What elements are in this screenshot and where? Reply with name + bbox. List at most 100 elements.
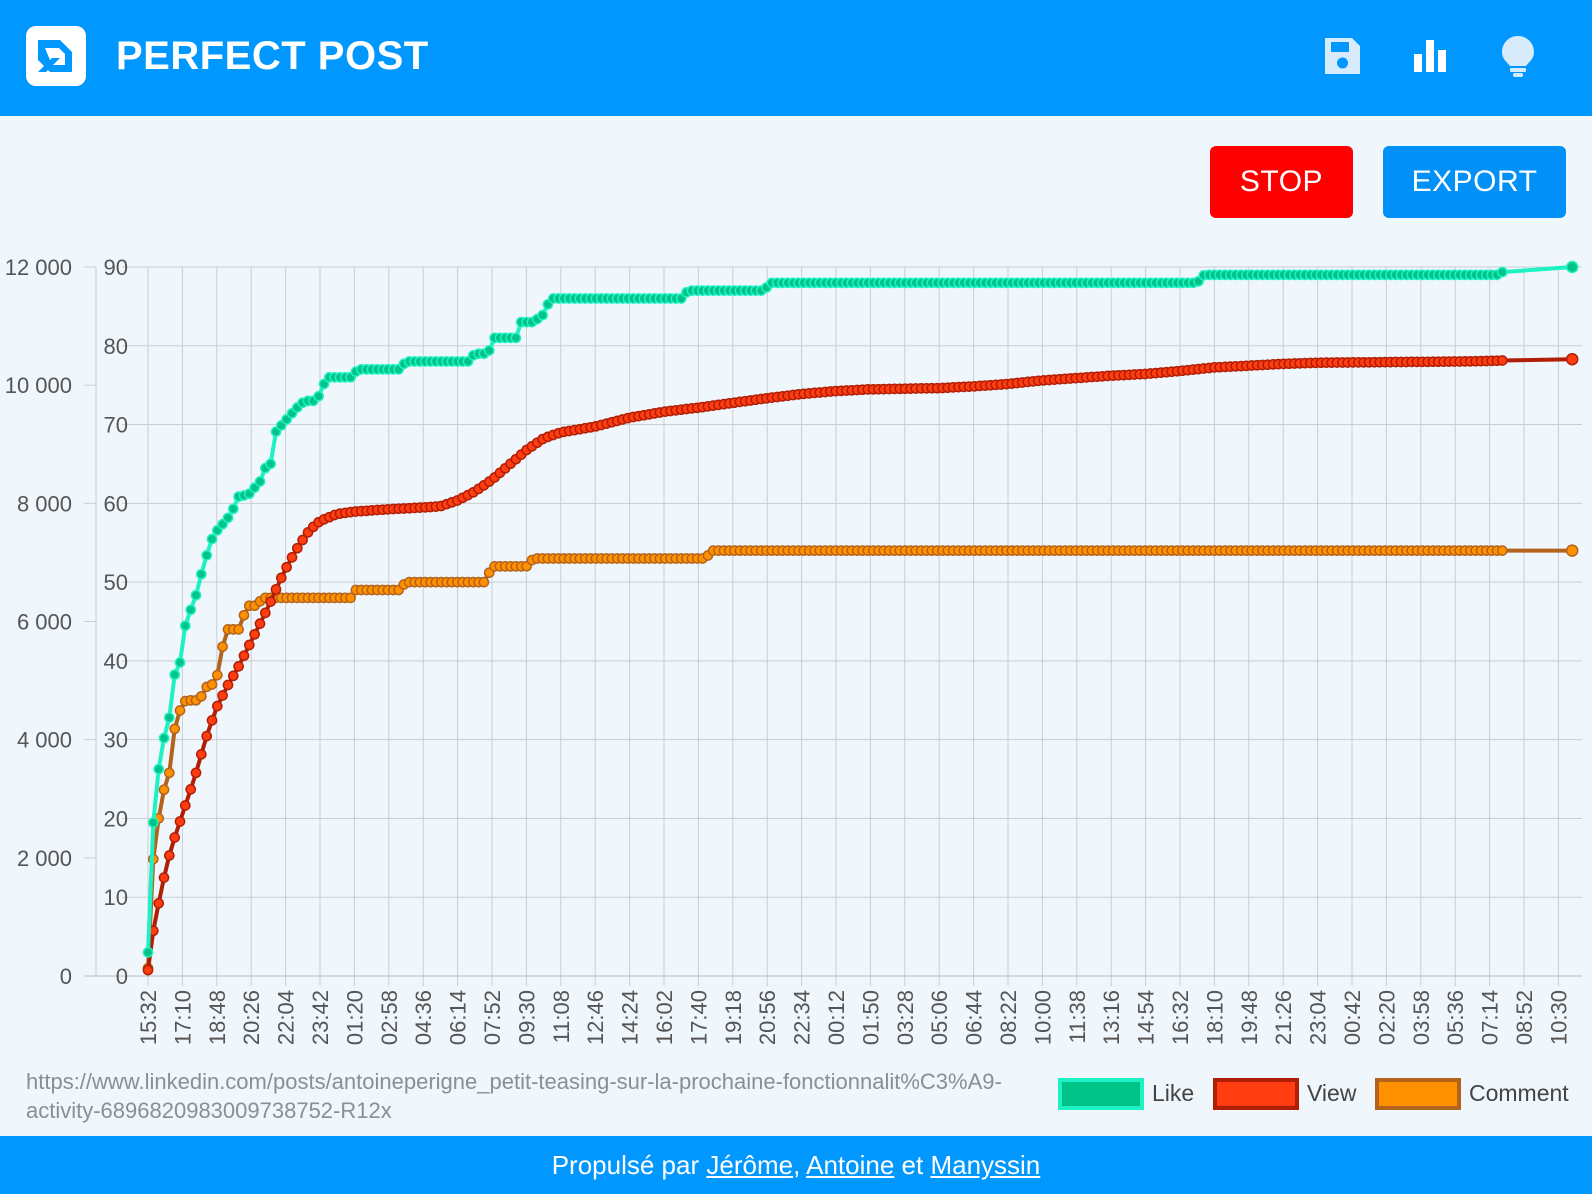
series-point-comment bbox=[238, 609, 250, 621]
x-tick-label: 23:04 bbox=[1306, 990, 1331, 1045]
series-point-view bbox=[185, 784, 197, 795]
footer-link-antoine[interactable]: Antoine bbox=[806, 1150, 895, 1180]
y-right-tick-label: 90 bbox=[104, 255, 128, 280]
footer-prefix: Propulsé par bbox=[551, 1150, 700, 1180]
x-tick-label: 02:58 bbox=[377, 990, 402, 1045]
x-tick-label: 22:04 bbox=[274, 990, 299, 1045]
x-tick-label: 15:32 bbox=[136, 990, 161, 1045]
x-tick-label: 11:38 bbox=[1065, 990, 1090, 1043]
app-header: PERFECT POST bbox=[0, 0, 1592, 116]
x-tick-label: 07:14 bbox=[1478, 990, 1503, 1045]
footer: Propulsé par Jérôme, Antoine et Manyssin bbox=[0, 1136, 1592, 1194]
series-point-like bbox=[153, 763, 165, 775]
series-point-like bbox=[483, 345, 495, 356]
legend-swatch-comment bbox=[1375, 1078, 1461, 1110]
x-tick-label: 06:14 bbox=[446, 990, 471, 1045]
y-right-tick-label: 80 bbox=[104, 334, 128, 359]
post-url[interactable]: https://www.linkedin.com/posts/antoinepe… bbox=[26, 1069, 1002, 1123]
series-point-comment bbox=[169, 723, 181, 735]
series-point-comment bbox=[1496, 545, 1508, 556]
x-tick-label: 02:20 bbox=[1374, 990, 1399, 1045]
series-point-view bbox=[201, 730, 213, 742]
x-tick-label: 08:22 bbox=[996, 990, 1021, 1045]
series-point-view bbox=[1565, 352, 1579, 366]
series-point-like bbox=[254, 476, 266, 487]
x-tick-label: 06:44 bbox=[962, 990, 987, 1045]
y-right-tick-label: 60 bbox=[104, 491, 128, 516]
series-point-view bbox=[153, 897, 165, 909]
x-tick-label: 16:02 bbox=[652, 990, 677, 1045]
series-point-view bbox=[217, 690, 228, 701]
series-point-view bbox=[190, 767, 202, 779]
y-right-tick-label: 40 bbox=[104, 649, 128, 674]
x-tick-label: 21:26 bbox=[1271, 990, 1296, 1045]
lightbulb-icon[interactable] bbox=[1496, 34, 1540, 78]
logo-icon[interactable] bbox=[26, 26, 86, 86]
x-tick-label: 00:12 bbox=[824, 990, 849, 1045]
x-tick-label: 10:30 bbox=[1546, 990, 1571, 1045]
x-tick-label: 14:24 bbox=[618, 990, 643, 1045]
legend-swatch-like bbox=[1058, 1078, 1144, 1110]
series-point-comment bbox=[174, 705, 186, 716]
footer-separator: , bbox=[793, 1150, 801, 1180]
export-button[interactable]: EXPORT bbox=[1383, 146, 1566, 218]
stop-button[interactable]: STOP bbox=[1210, 146, 1353, 218]
series-point-comment bbox=[345, 592, 356, 604]
series-point-view bbox=[206, 715, 218, 726]
series-point-like bbox=[201, 549, 213, 561]
x-tick-label: 22:34 bbox=[790, 990, 815, 1045]
series-point-view bbox=[227, 670, 239, 682]
series-point-view bbox=[270, 584, 282, 595]
series-point-like bbox=[313, 390, 324, 402]
x-tick-label: 12:46 bbox=[583, 990, 608, 1045]
y-right-tick-label: 0 bbox=[116, 964, 128, 989]
series-point-like bbox=[222, 512, 234, 524]
x-tick-label: 17:10 bbox=[170, 990, 195, 1045]
series-point-like bbox=[147, 817, 159, 828]
footer-link-manyssin[interactable]: Manyssin bbox=[930, 1150, 1041, 1180]
series-point-view bbox=[174, 816, 186, 827]
series-point-comment bbox=[195, 690, 207, 702]
legend-swatch-view bbox=[1213, 1078, 1299, 1110]
series-point-view bbox=[158, 872, 170, 883]
y-left-tick-label: 12 000 bbox=[5, 255, 72, 280]
y-right-tick-label: 50 bbox=[104, 570, 128, 595]
x-tick-label: 01:50 bbox=[858, 990, 883, 1045]
x-tick-label: 09:30 bbox=[514, 990, 539, 1045]
series-point-view bbox=[195, 749, 207, 760]
legend-label-view: View bbox=[1307, 1080, 1357, 1106]
x-tick-label: 17:40 bbox=[686, 990, 711, 1045]
y-left-tick-label: 10 000 bbox=[5, 373, 72, 398]
series-point-view bbox=[297, 534, 308, 546]
x-tick-label: 03:28 bbox=[893, 990, 918, 1045]
footer-link-jerome[interactable]: Jérôme bbox=[706, 1150, 794, 1180]
series-point-view bbox=[259, 607, 271, 619]
series-point-like bbox=[185, 604, 197, 616]
series-point-like bbox=[163, 712, 175, 723]
series-point-view bbox=[222, 679, 234, 691]
series-point-like bbox=[179, 620, 191, 632]
x-tick-label: 13:16 bbox=[1099, 990, 1124, 1045]
x-tick-label: 03:58 bbox=[1409, 990, 1434, 1045]
series-point-comment bbox=[1565, 544, 1579, 557]
x-tick-label: 23:42 bbox=[308, 990, 333, 1045]
y-left-tick-label: 6 000 bbox=[17, 610, 72, 635]
bar-chart-icon[interactable] bbox=[1408, 34, 1452, 78]
x-tick-label: 07:52 bbox=[480, 990, 505, 1045]
series-point-view bbox=[249, 628, 260, 640]
x-tick-label: 01:20 bbox=[342, 990, 367, 1045]
engagement-line-chart: 0 2 000 4 000 6 000 8 000 10 000 12 000 0 10 20 30… bbox=[5, 255, 1582, 1045]
series-point-view bbox=[265, 596, 276, 607]
chart-legend: Like View Comment bbox=[1058, 1078, 1578, 1110]
x-tick-label: 05:06 bbox=[927, 990, 952, 1045]
y-right-tick-label: 70 bbox=[104, 413, 128, 438]
series-line-comment bbox=[146, 548, 1573, 969]
x-tick-label: 19:48 bbox=[1237, 990, 1262, 1045]
series-point-view bbox=[238, 650, 250, 662]
series-point-view bbox=[163, 850, 175, 861]
series-point-like bbox=[174, 657, 186, 668]
series-point-like bbox=[142, 947, 154, 958]
save-icon[interactable] bbox=[1320, 34, 1364, 78]
series-point-view bbox=[254, 618, 266, 629]
series-point-comment bbox=[217, 641, 228, 653]
